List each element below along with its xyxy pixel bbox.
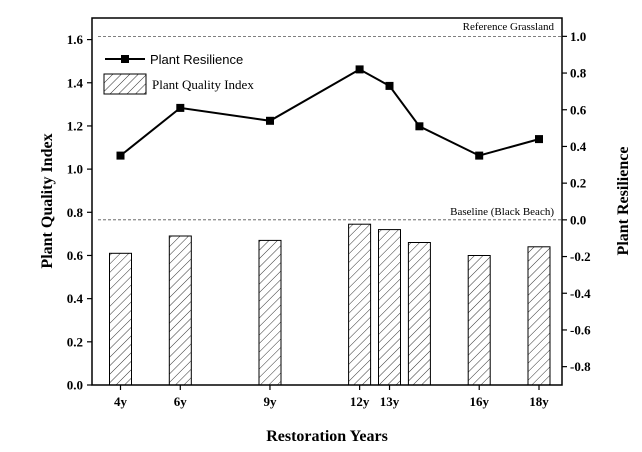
resilience-point-14y — [415, 122, 424, 131]
bar-16y — [467, 255, 491, 386]
legend-bar-label: Plant Quality Index — [152, 77, 254, 92]
left-tick-label: 1.2 — [67, 118, 83, 133]
left-tick-label: 1.4 — [67, 75, 84, 90]
bar-12y — [348, 223, 372, 386]
right-tick-label: -0.4 — [570, 286, 591, 301]
x-tick-label: 13y — [380, 394, 400, 409]
left-tick-label: 1.6 — [67, 32, 84, 47]
bar-13y — [378, 229, 401, 386]
legend: Plant Resilience Plant Quality Index — [103, 52, 254, 95]
legend-bar-swatch — [103, 73, 147, 95]
right-tick-label: -0.8 — [570, 359, 591, 374]
resilience-point-12y — [355, 65, 364, 74]
x-axis: 4y 6y 9y 12y 13y 16y 18y — [114, 385, 549, 409]
bar-9y — [258, 239, 282, 386]
left-axis-title: Plant Quality Index — [39, 133, 56, 268]
right-tick-label: 0.8 — [570, 66, 587, 81]
bar-18y — [527, 246, 551, 386]
line-series — [116, 65, 543, 160]
right-tick-label: 0.4 — [570, 139, 587, 154]
right-tick-label: 1.0 — [570, 29, 586, 44]
left-axis: 0.0 0.2 0.4 0.6 0.8 1.0 1.2 1.4 1.6 — [67, 32, 92, 393]
x-tick-label: 4y — [114, 394, 128, 409]
x-tick-label: 6y — [174, 394, 188, 409]
left-tick-label: 0.2 — [67, 334, 83, 349]
reference-grassland-label: Reference Grassland — [463, 21, 555, 33]
bar-6y — [168, 235, 192, 386]
left-tick-label: 0.4 — [67, 291, 84, 306]
x-tick-label: 18y — [529, 394, 549, 409]
resilience-point-9y — [266, 116, 274, 125]
bar-4y — [109, 252, 132, 386]
resilience-point-13y — [385, 81, 394, 90]
resilience-point-18y — [535, 135, 543, 144]
plot-frame — [91, 17, 563, 386]
right-tick-label: -0.2 — [570, 249, 591, 264]
reference-lines — [98, 36, 562, 221]
left-tick-label: 0.0 — [67, 378, 83, 393]
legend-line-marker — [121, 55, 129, 63]
bar-series — [109, 223, 551, 386]
right-tick-label: -0.6 — [570, 322, 591, 337]
right-tick-label: 0.6 — [570, 102, 587, 117]
right-axis: -0.8 -0.6 -0.4 -0.2 0.0 0.2 0.4 0.6 0.8 1.0 — [562, 29, 591, 374]
x-tick-label: 12y — [350, 394, 370, 409]
resilience-point-4y — [116, 151, 125, 160]
right-tick-label: 0.0 — [570, 212, 586, 227]
resilience-line — [119, 68, 540, 157]
left-tick-label: 0.8 — [67, 205, 84, 220]
baseline-label: Baseline (Black Beach) — [450, 206, 554, 218]
x-tick-label: 9y — [263, 394, 277, 409]
x-axis-title: Restoration Years — [266, 428, 388, 445]
bar-14y — [407, 242, 431, 386]
right-axis-title: Plant Resilience — [615, 147, 632, 256]
x-tick-label: 16y — [469, 394, 489, 409]
left-tick-label: 1.0 — [67, 162, 83, 177]
resilience-point-16y — [475, 151, 484, 160]
right-tick-label: 0.2 — [570, 176, 586, 191]
left-tick-label: 0.6 — [67, 248, 84, 263]
resilience-point-6y — [176, 103, 185, 112]
legend-line-label: Plant Resilience — [150, 52, 243, 67]
